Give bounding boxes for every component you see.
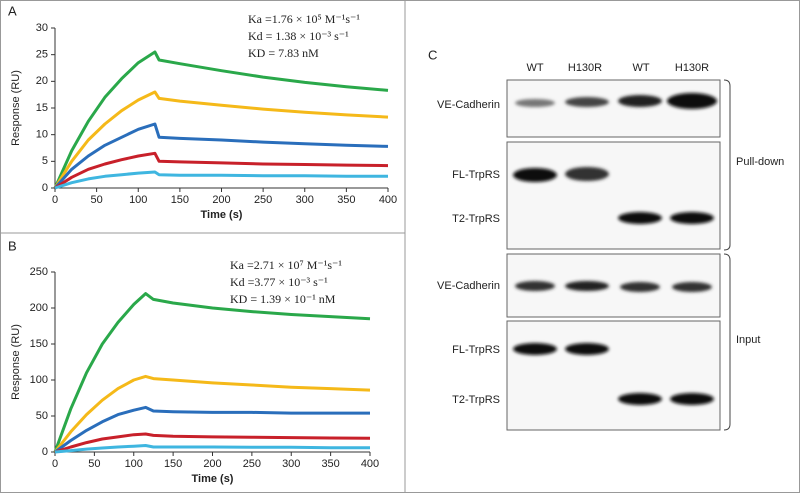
series-line <box>53 90 389 189</box>
x-tick-label: 400 <box>379 194 397 206</box>
bands <box>513 93 717 405</box>
group-label: Pull-down <box>736 156 784 168</box>
x-tick-label: 0 <box>52 458 58 470</box>
annotation: Ka =1.76 × 10⁵ M⁻¹s⁻¹ <box>248 12 360 26</box>
band <box>672 282 712 292</box>
column-label: WT <box>632 62 649 74</box>
x-tick-label: 300 <box>296 194 314 206</box>
y-tick-label: 250 <box>30 266 48 278</box>
band <box>565 343 609 355</box>
group-label: Input <box>736 334 760 346</box>
row-label: T2-TrpRS <box>452 213 500 225</box>
y-tick-label: 10 <box>36 129 48 141</box>
band <box>515 99 555 107</box>
x-tick-label: 350 <box>321 458 339 470</box>
band <box>565 97 609 107</box>
band <box>667 93 717 109</box>
y-tick-label: 0 <box>42 182 48 194</box>
x-axis-label: Time (s) <box>201 209 243 221</box>
band <box>670 212 714 224</box>
panel-label: A <box>8 3 17 18</box>
band <box>618 393 662 405</box>
series-line <box>54 405 370 454</box>
row-label: FL-TrpRS <box>452 169 500 181</box>
row-label: T2-TrpRS <box>452 394 500 406</box>
x-tick-label: 100 <box>129 194 147 206</box>
band <box>515 281 555 291</box>
column-label: WT <box>526 62 543 74</box>
y-tick-label: 5 <box>42 155 48 167</box>
annotation: Kd =3.77 × 10⁻³ s⁻¹ <box>230 275 328 289</box>
series-line <box>54 444 370 454</box>
y-tick-label: 200 <box>30 302 48 314</box>
x-tick-label: 150 <box>164 458 182 470</box>
x-tick-label: 200 <box>203 458 221 470</box>
y-tick-label: 150 <box>30 338 48 350</box>
x-tick-label: 50 <box>88 458 100 470</box>
column-label: H130R <box>675 62 709 74</box>
band <box>670 393 714 405</box>
y-tick-label: 15 <box>36 102 48 114</box>
band <box>618 212 662 224</box>
y-axis-label: Response (RU) <box>10 324 22 400</box>
annotation: KD = 1.39 × 10⁻¹ nM <box>230 292 336 306</box>
y-tick-label: 100 <box>30 374 48 386</box>
x-tick-label: 0 <box>52 194 58 206</box>
x-tick-label: 350 <box>337 194 355 206</box>
x-tick-label: 250 <box>254 194 272 206</box>
series-line <box>53 374 371 453</box>
panel-label: B <box>8 238 17 253</box>
x-tick-label: 50 <box>91 194 103 206</box>
bracket <box>723 253 731 431</box>
row-label: FL-TrpRS <box>452 344 500 356</box>
panel-label: C <box>428 47 437 62</box>
column-label: H130R <box>568 62 602 74</box>
y-tick-label: 20 <box>36 75 48 87</box>
band <box>565 281 609 291</box>
x-tick-label: 150 <box>171 194 189 206</box>
band <box>513 168 557 182</box>
blot-boxes <box>506 79 721 431</box>
blot-box <box>506 320 721 431</box>
annotation: Ka =2.71 × 10⁷ M⁻¹s⁻¹ <box>230 258 342 272</box>
band <box>513 343 557 355</box>
x-tick-label: 100 <box>125 458 143 470</box>
y-tick-label: 25 <box>36 49 48 61</box>
annotation: KD = 7.83 nM <box>248 46 319 60</box>
x-tick-label: 300 <box>282 458 300 470</box>
series-line <box>53 292 371 453</box>
band <box>565 167 609 181</box>
band <box>620 282 660 292</box>
x-tick-label: 400 <box>361 458 379 470</box>
x-tick-label: 250 <box>243 458 261 470</box>
series-line <box>53 50 389 189</box>
annotation: Kd = 1.38 × 10⁻³ s⁻¹ <box>248 29 349 43</box>
row-label: VE-Cadherin <box>437 99 500 111</box>
series-line <box>54 151 389 190</box>
y-tick-label: 0 <box>42 446 48 458</box>
bracket <box>723 79 731 251</box>
x-tick-label: 200 <box>212 194 230 206</box>
series-line <box>54 432 371 454</box>
y-tick-label: 50 <box>36 410 48 422</box>
x-axis-label: Time (s) <box>192 473 234 485</box>
y-axis-label: Response (RU) <box>10 70 22 146</box>
y-tick-label: 30 <box>36 22 48 34</box>
series-line <box>54 170 388 190</box>
blot-box <box>506 141 721 250</box>
row-label: VE-Cadherin <box>437 280 500 292</box>
series-line <box>53 122 389 189</box>
band <box>618 95 662 107</box>
